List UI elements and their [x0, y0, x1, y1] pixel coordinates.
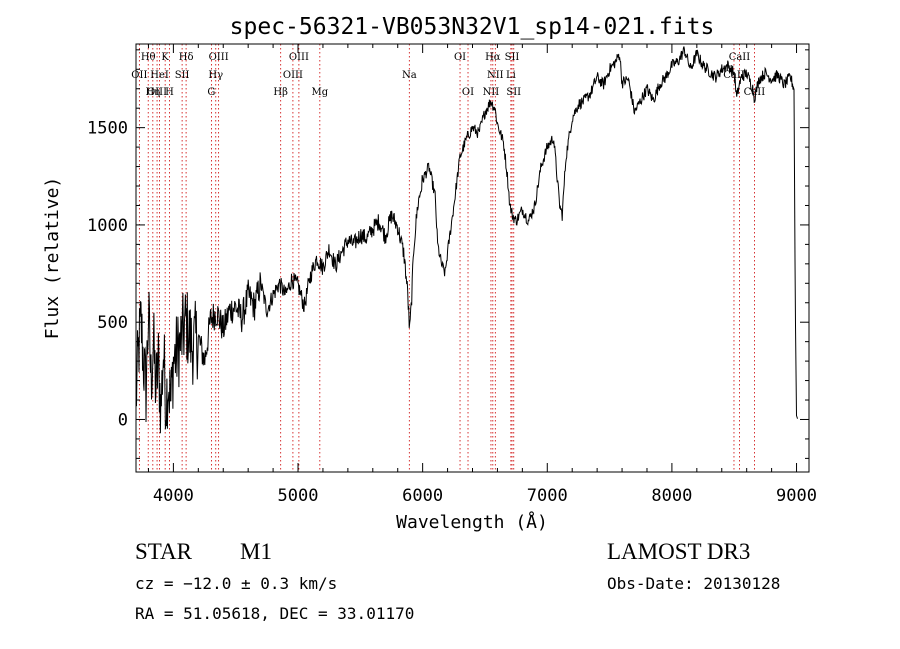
line-label-23: Mg	[312, 87, 329, 98]
plot-frame	[135, 43, 810, 473]
line-label-19: Hη	[145, 87, 160, 98]
line-label-21: G	[207, 87, 215, 98]
redshift-value: cz = −12.0 ± 0.3 km/s	[135, 574, 338, 593]
line-label-20: H	[165, 87, 174, 98]
line-label-26: SII	[506, 87, 521, 98]
x-tick-label-2: 6000	[402, 486, 443, 506]
y-axis-label: Flux (relative)	[42, 177, 63, 340]
x-tick-label-5: 9000	[776, 486, 817, 506]
line-label-24: OI	[462, 87, 474, 98]
x-tick-label-1: 5000	[278, 486, 319, 506]
coordinates: RA = 51.05618, DEC = 33.01170	[135, 604, 415, 623]
object-class: STAR	[135, 539, 192, 564]
line-label-0: Hθ	[141, 52, 156, 63]
y-tick-label-2: 1000	[87, 216, 128, 236]
line-label-13: OIII	[283, 70, 303, 81]
line-label-16: Li	[506, 70, 516, 81]
line-label-18: OIII	[147, 87, 167, 98]
line-label-17: CaII	[723, 70, 745, 81]
axis-ticks: 4000 5000 6000 7000 8000 9000 0 500 1000 1500	[87, 44, 817, 506]
line-label-10: HeI	[150, 70, 169, 81]
x-tick-label-0: 4000	[153, 486, 194, 506]
observation-date: Obs-Date: 20130128	[607, 574, 781, 593]
x-tick-label-3: 7000	[527, 486, 568, 506]
line-label-7: SII	[505, 52, 520, 63]
line-label-27: CaII	[744, 87, 766, 98]
line-label-22: Hβ	[273, 87, 288, 98]
x-tick-label-4: 8000	[651, 486, 692, 506]
line-label-11: SII	[175, 70, 190, 81]
spectral-line-labels: Hθ K Hδ OIII OIII OI Hα SII CaII OII HeI SII Hγ OIII N…	[131, 52, 765, 98]
line-label-3: OIII	[209, 52, 229, 63]
y-tick-label-3: 1500	[87, 119, 128, 139]
y-tick-label-1: 500	[97, 313, 128, 333]
spectrum-line	[135, 46, 798, 434]
line-label-12: Hγ	[208, 70, 223, 81]
line-label-5: OI	[454, 52, 466, 63]
y-tick-label-0: 0	[118, 410, 128, 430]
line-label-4: OIII	[289, 52, 309, 63]
line-label-14: Na	[402, 70, 417, 81]
spectrum-trace	[135, 46, 798, 434]
line-label-6: Hα	[485, 52, 501, 63]
line-label-9: OII	[131, 70, 147, 81]
line-label-2: Hδ	[179, 52, 194, 63]
chart-title: spec-56321-VB053N32V1_sp14-021.fits	[230, 14, 715, 40]
object-subclass: M1	[240, 539, 272, 564]
x-axis-label: Wavelength (Å)	[396, 511, 548, 533]
line-label-8: CaII	[729, 52, 751, 63]
survey-name: LAMOST DR3	[607, 539, 751, 564]
line-label-25: NII	[483, 87, 500, 98]
line-label-15: NII	[487, 70, 504, 81]
line-label-1: K	[161, 52, 169, 63]
